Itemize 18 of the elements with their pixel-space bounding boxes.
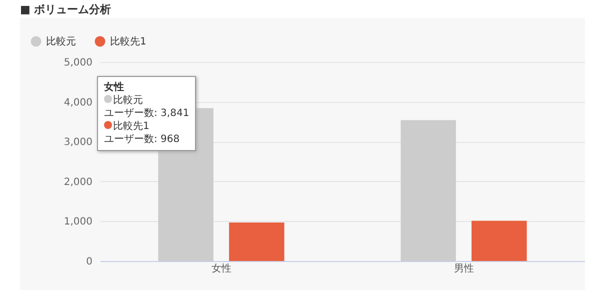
x-tick-label: 男性 [454,262,474,274]
annotation: ユーザー数: 968 [104,133,181,146]
bar [229,222,284,261]
y-tick-label: 3,000 [64,137,92,148]
bar [472,220,527,261]
y-tick-label: 5,000 [64,58,92,68]
annotation: ユーザー数: 3,841 [104,107,190,120]
y-tick-label: 4,000 [64,97,92,108]
legend-label: 比較先1 [110,35,146,48]
y-tick-label: 0 [86,256,92,268]
bar [400,120,456,261]
legend-label: 比較元 [46,35,76,48]
chart-title: ■ ボリューム分析 [20,2,112,17]
annotation: 比較先1 [112,120,150,133]
y-tick-label: 1,000 [64,216,92,228]
annotation: 女性 [104,81,125,94]
annotation: 比較元 [112,94,144,107]
y-tick-label: 2,000 [64,176,92,188]
